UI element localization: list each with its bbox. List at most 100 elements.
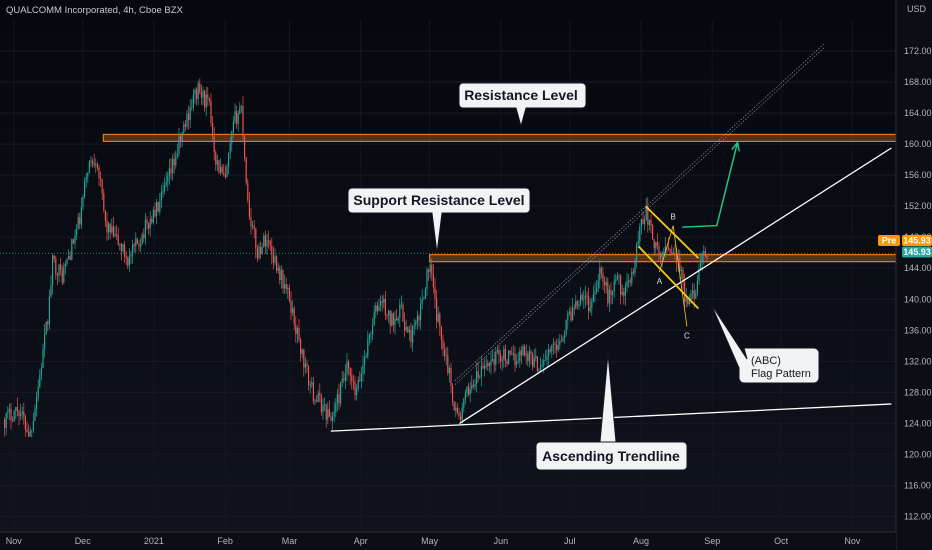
candle-body <box>133 244 135 247</box>
candle-body <box>453 401 455 411</box>
candle-body <box>552 343 554 345</box>
candle-body <box>573 307 575 309</box>
candle-body <box>72 239 74 244</box>
candle-body <box>55 258 57 274</box>
candle-body <box>165 181 167 186</box>
time-tick-label: Sep <box>704 536 720 546</box>
target-arrow-line[interactable] <box>682 142 739 228</box>
candle-body <box>11 420 14 422</box>
candle-body <box>154 209 156 217</box>
candle-body <box>472 384 474 387</box>
last-price-tag: 145.93 <box>902 246 932 258</box>
channel-line[interactable] <box>454 43 825 381</box>
candle-body <box>120 243 122 252</box>
candle-body <box>50 285 52 297</box>
candle-body <box>293 308 295 325</box>
candle-body <box>504 348 506 361</box>
candle-body <box>40 368 42 376</box>
candle-body <box>272 254 274 263</box>
support-resistance-callout[interactable]: Support Resistance Level <box>347 187 531 254</box>
candle-body <box>21 411 23 414</box>
resistance-callout[interactable]: Resistance Level <box>458 82 587 128</box>
candle-body <box>511 353 513 355</box>
candle-body <box>459 416 462 421</box>
time-tick-label: Oct <box>774 536 789 546</box>
candle-body <box>621 291 623 295</box>
candle-layer <box>3 78 708 438</box>
candle-body <box>613 281 615 292</box>
candle-body <box>56 273 58 276</box>
candle-body <box>331 415 334 421</box>
candle-body <box>189 107 191 120</box>
candle-body <box>235 111 238 124</box>
candle-body <box>203 90 206 108</box>
candle-body <box>330 416 332 421</box>
candle-body <box>229 143 231 154</box>
price-tick-label: 164.00 <box>904 108 932 118</box>
candle-body <box>623 291 625 296</box>
price-axis-panel[interactable] <box>896 0 932 550</box>
candle-body <box>592 294 594 302</box>
candle-body <box>181 132 183 142</box>
candle-body <box>45 321 47 335</box>
pre-value: 145.93 <box>903 236 931 246</box>
candle-body <box>224 174 226 177</box>
chart-title: QUALCOMM Incorporated, 4h, Cboe BZX <box>6 5 184 16</box>
grid-layer <box>0 20 896 532</box>
level-zone[interactable] <box>102 133 897 143</box>
candle-body <box>533 358 535 367</box>
candle-body <box>234 111 236 122</box>
candle-body <box>8 408 10 412</box>
candle-body <box>701 255 703 261</box>
candle-body <box>58 264 60 276</box>
candle-body <box>312 382 314 402</box>
candle-body <box>602 273 604 282</box>
candle-body <box>367 339 369 357</box>
candle-body <box>250 217 252 227</box>
candle-body <box>227 153 230 167</box>
ascending-trendline-callout[interactable]: Ascending Trendline <box>535 353 688 471</box>
candle-body <box>527 353 529 362</box>
candle-body <box>640 219 642 227</box>
candle-body <box>306 363 308 366</box>
candle-body <box>488 363 490 366</box>
time-axis-panel[interactable] <box>0 532 896 550</box>
time-tick-label: 2021 <box>144 536 164 546</box>
candle-body <box>261 246 263 254</box>
candle-body <box>423 298 425 300</box>
candle-body <box>354 381 356 396</box>
price-tick-label: 156.00 <box>904 170 932 180</box>
drawing-layer: A B C <box>330 43 892 432</box>
candle-body <box>147 223 150 229</box>
candle-body <box>74 235 76 244</box>
candle-body <box>471 384 473 390</box>
candle-body <box>171 158 174 174</box>
candle-body <box>263 235 265 247</box>
time-tick-label: Jun <box>494 536 509 546</box>
wave-label-a: A <box>657 277 663 286</box>
candle-body <box>202 90 204 98</box>
candle-body <box>693 290 695 299</box>
candle-body <box>152 209 154 223</box>
candle-body <box>675 254 678 263</box>
candle-body <box>567 313 569 321</box>
candle-body <box>170 168 172 174</box>
flag-upper-line[interactable] <box>644 205 700 259</box>
candle-body <box>43 334 46 349</box>
flag-lower-line[interactable] <box>638 245 700 310</box>
price-tick-label: 152.00 <box>904 201 932 211</box>
candle-body <box>155 202 158 217</box>
candle-body <box>359 380 361 381</box>
candle-body <box>594 292 596 295</box>
channel-line[interactable] <box>454 46 825 385</box>
candle-body <box>656 242 658 246</box>
candle-body <box>221 166 223 173</box>
flag-pattern-callout[interactable]: (ABC) Flag Pattern <box>710 303 820 384</box>
candle-body <box>440 326 442 340</box>
price-tick-label: 172.00 <box>904 46 932 56</box>
candle-body <box>426 269 428 290</box>
candle-body <box>647 206 649 225</box>
candle-body <box>631 271 633 283</box>
